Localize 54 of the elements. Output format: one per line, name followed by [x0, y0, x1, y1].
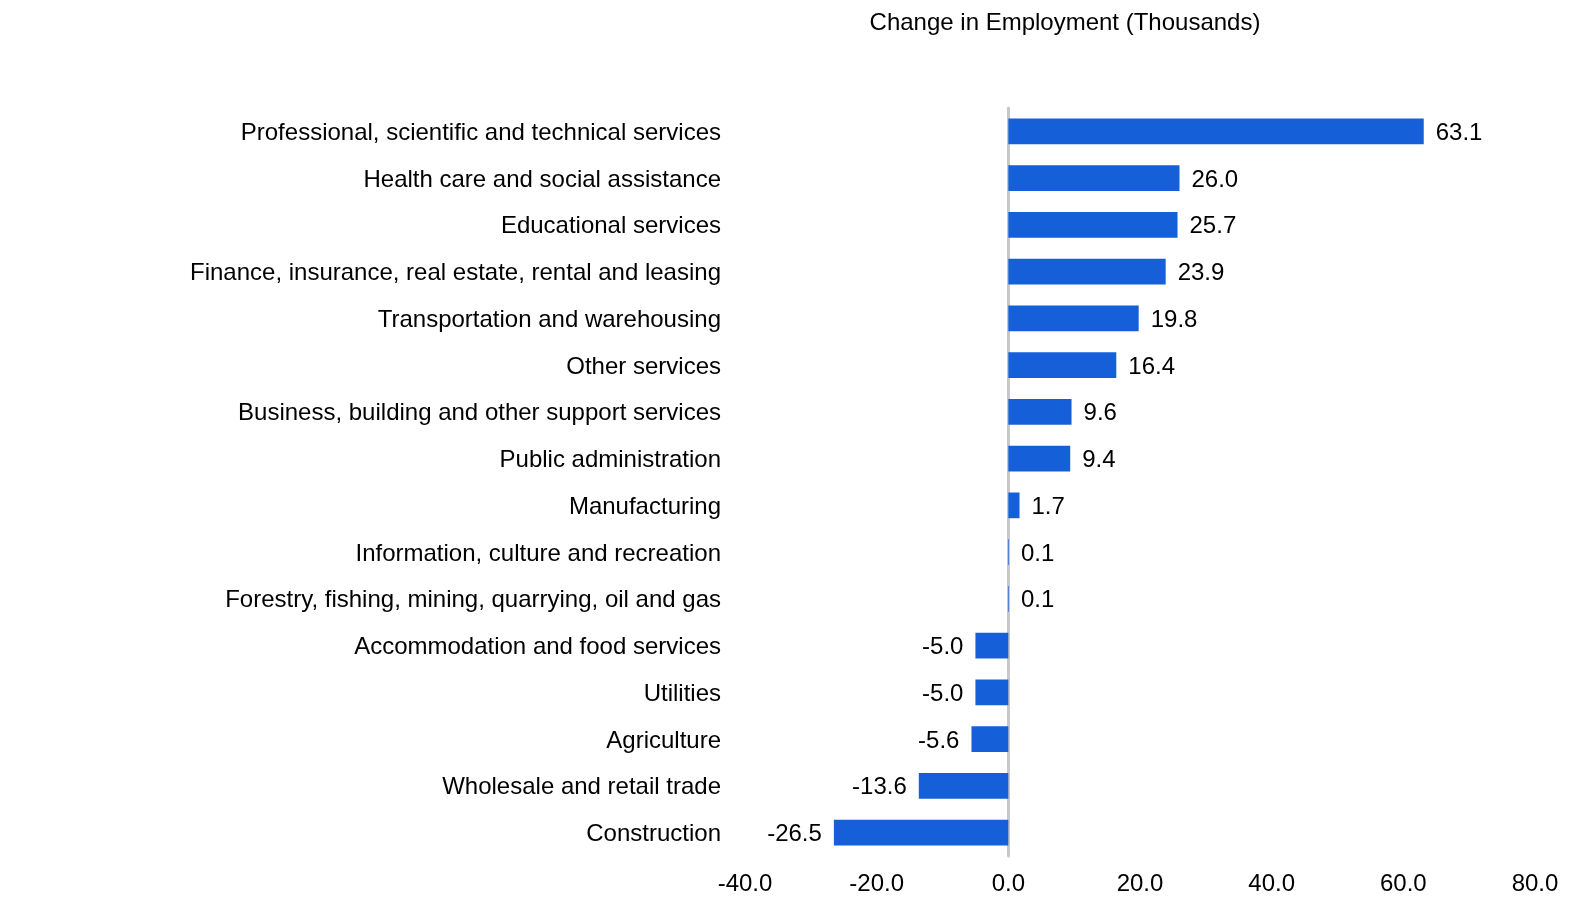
bar — [1008, 352, 1117, 378]
y-tick-label: Information, culture and recreation — [355, 538, 721, 566]
y-tick-label: Transportation and warehousing — [377, 304, 721, 332]
x-tick-label: 40.0 — [1248, 868, 1296, 896]
y-tick-label: Public administration — [499, 445, 721, 473]
bar — [833, 819, 1009, 846]
data-label: 26.0 — [1191, 164, 1239, 192]
data-label: 9.6 — [1083, 398, 1117, 426]
x-tick-label: 0.0 — [991, 868, 1026, 896]
y-tick-label: Business, building and other support services — [238, 398, 721, 426]
y-tick-label: Health care and social assistance — [363, 164, 721, 192]
y-tick-label: Professional, scientific and technical services — [240, 117, 721, 145]
data-label: 23.9 — [1177, 258, 1225, 286]
x-tick-label: 20.0 — [1116, 868, 1164, 896]
bar — [1008, 165, 1180, 191]
y-tick-label: Utilities — [643, 678, 721, 706]
bar — [1008, 305, 1139, 332]
bar — [1008, 118, 1424, 145]
y-tick-label: Construction — [586, 819, 721, 847]
data-label: -26.5 — [767, 819, 822, 847]
bar — [1008, 399, 1072, 425]
x-tick-label: -20.0 — [849, 868, 905, 896]
data-label: 19.8 — [1150, 304, 1198, 332]
y-tick-label: Other services — [566, 351, 721, 379]
data-label: -5.6 — [918, 725, 960, 753]
x-tick-label: 60.0 — [1379, 868, 1427, 896]
chart-title: Change in Employment (Thousands) — [869, 7, 1261, 35]
data-label: 63.1 — [1435, 117, 1483, 145]
bar — [971, 726, 1009, 752]
bar — [1008, 258, 1166, 285]
y-tick-label: Wholesale and retail trade — [442, 772, 721, 800]
y-tick-label: Manufacturing — [568, 491, 721, 519]
data-label: 0.1 — [1020, 585, 1055, 613]
bar — [1008, 445, 1071, 472]
y-tick-label: Finance, insurance, real estate, rental and leasing — [190, 258, 721, 286]
data-label: 0.1 — [1020, 538, 1055, 566]
bar — [918, 773, 1009, 799]
bar — [1008, 492, 1020, 519]
data-label: 1.7 — [1031, 491, 1065, 519]
x-tick-label: 80.0 — [1511, 868, 1559, 896]
data-label: 25.7 — [1189, 211, 1237, 239]
data-label: -5.0 — [922, 632, 964, 660]
y-tick-label: Educational services — [500, 211, 721, 239]
data-label: -5.0 — [922, 678, 964, 706]
bar — [975, 679, 1009, 706]
x-tick-label: -40.0 — [717, 868, 773, 896]
bar — [975, 632, 1009, 659]
data-label: -13.6 — [852, 772, 907, 800]
y-tick-label: Agriculture — [606, 725, 721, 753]
data-label: 16.4 — [1128, 351, 1176, 379]
bar — [1008, 212, 1178, 238]
y-tick-label: Accommodation and food services — [354, 632, 721, 660]
y-tick-label: Forestry, fishing, mining, quarrying, oil and gas — [225, 585, 721, 613]
data-label: 9.4 — [1082, 445, 1116, 473]
